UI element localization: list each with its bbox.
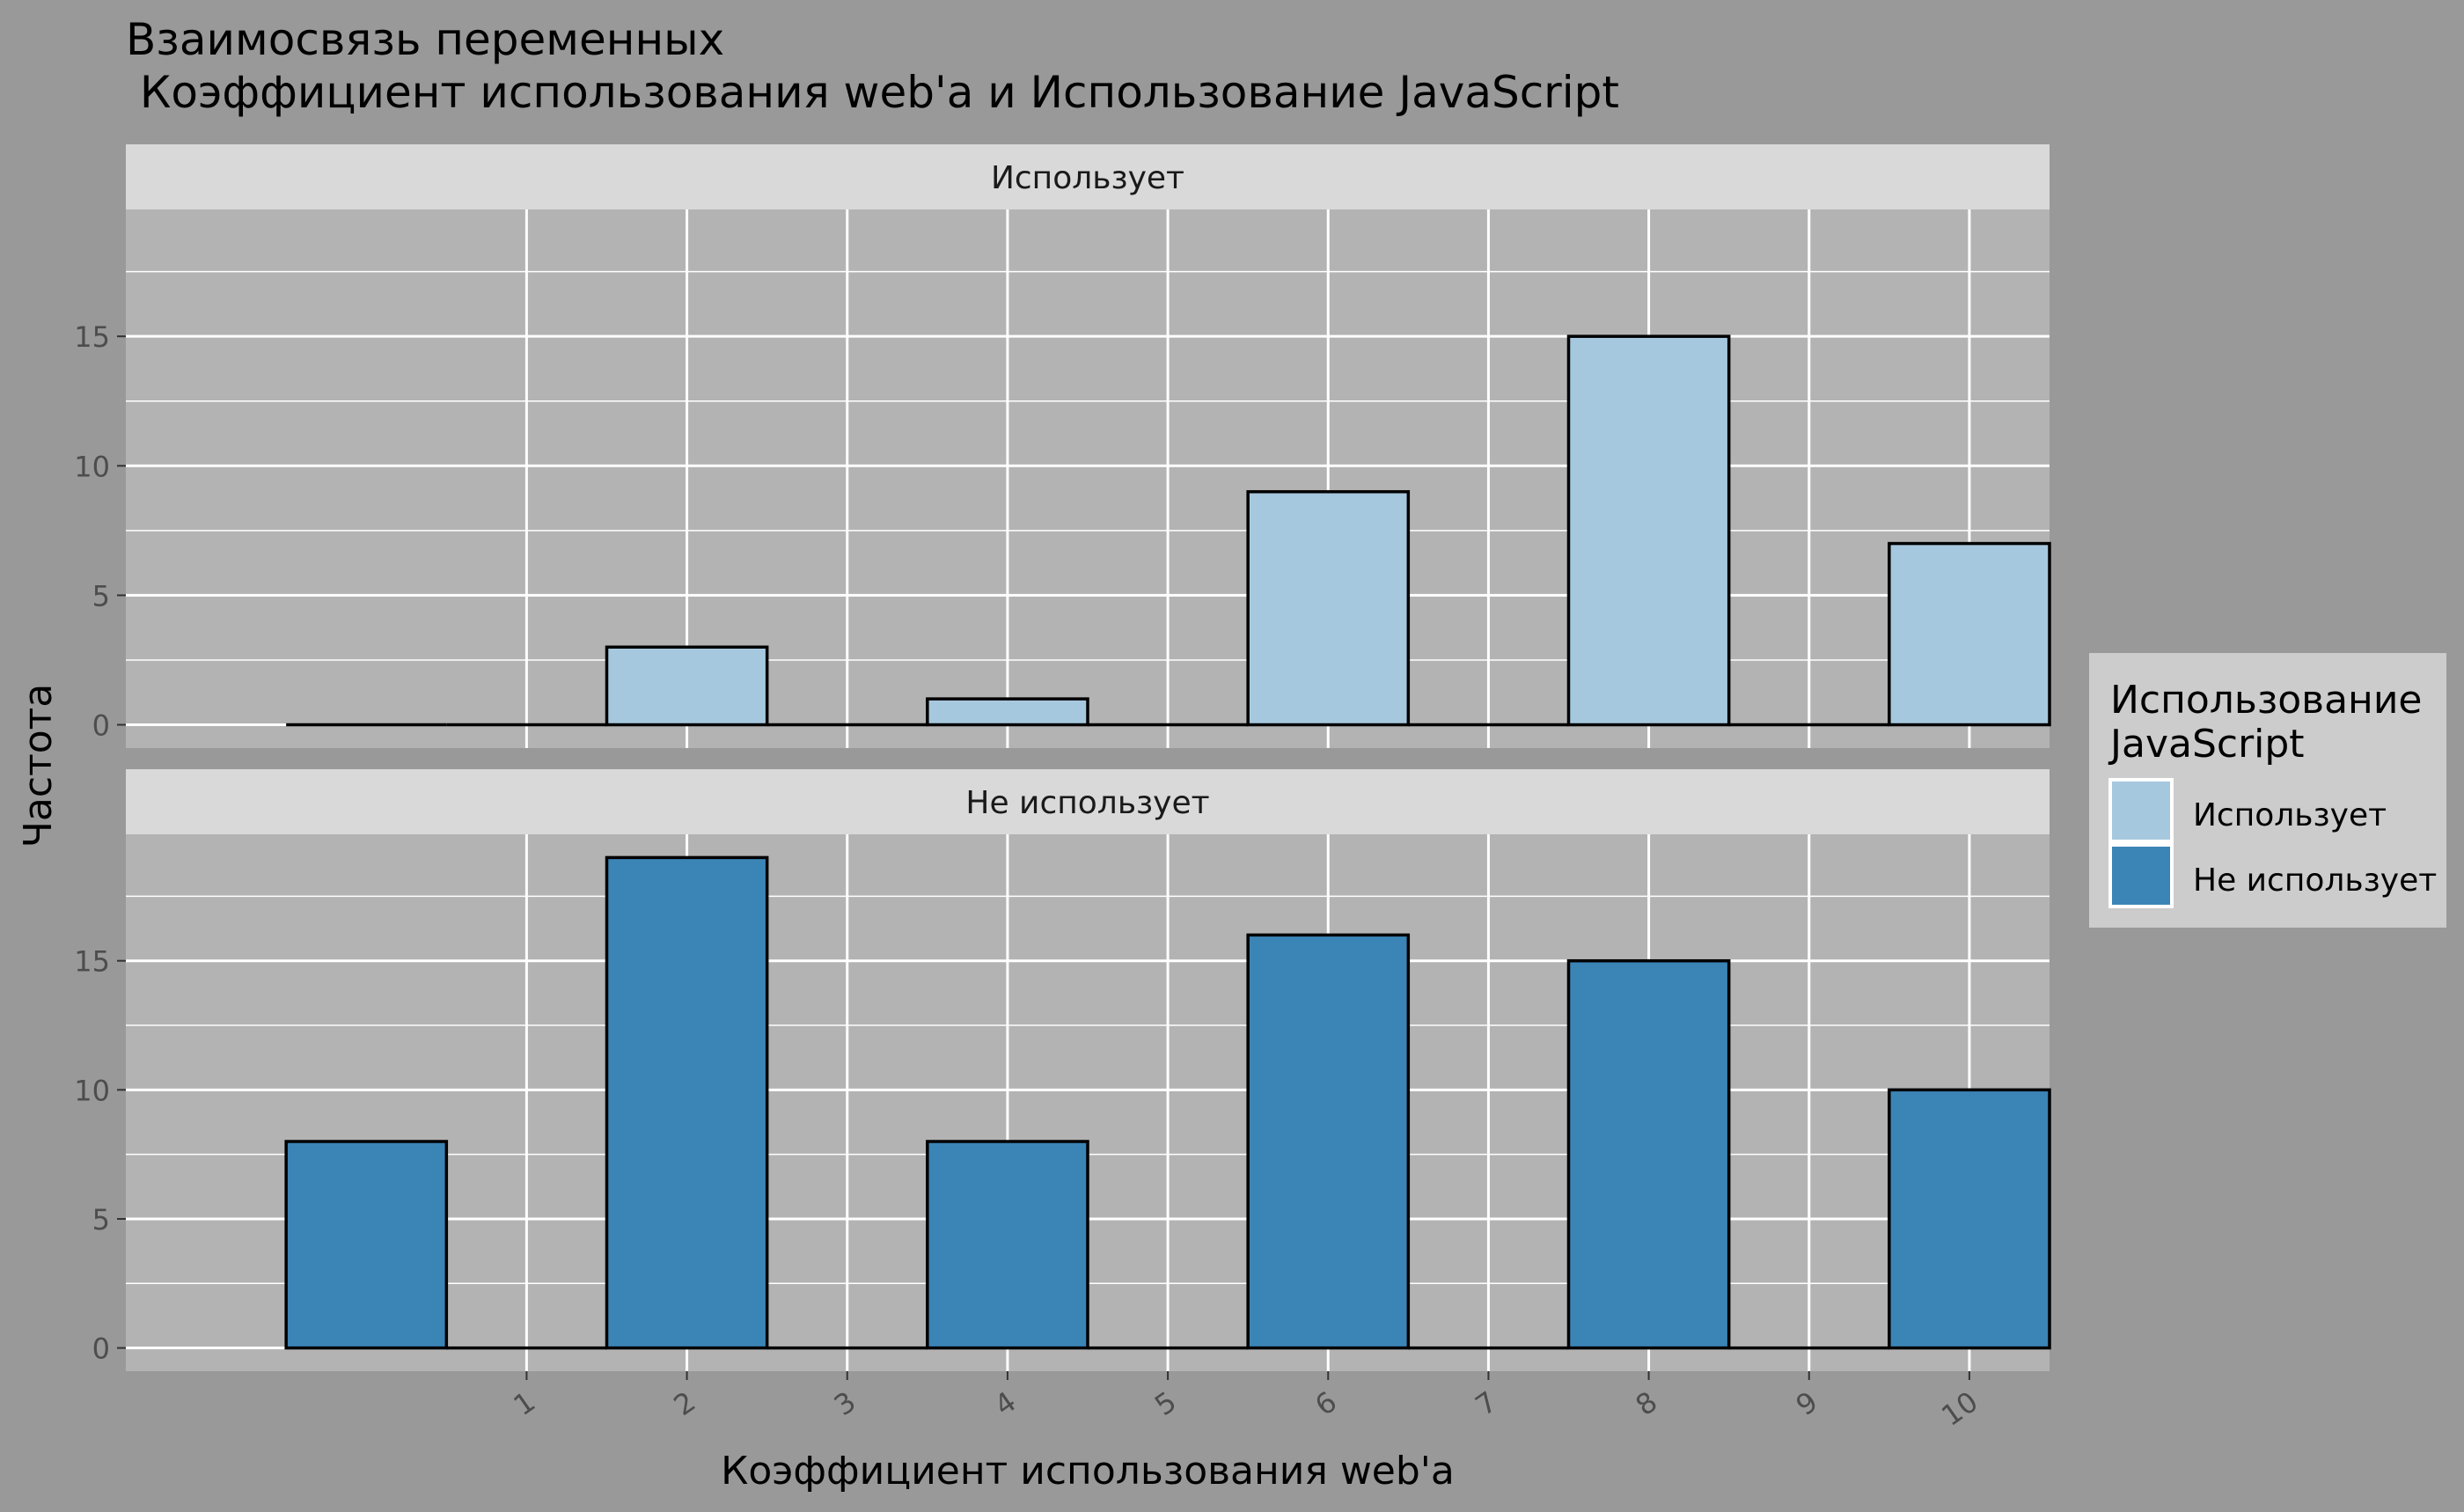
bar <box>605 645 769 727</box>
legend-title-line1: Использование <box>2110 678 2423 723</box>
bar <box>1888 1088 2051 1350</box>
x-axis-title: Коэффициент использования web'a <box>721 1449 1455 1494</box>
legend-title-line2: JavaScript <box>2108 722 2305 767</box>
legend-label-uses: Использует <box>2193 797 2387 833</box>
y-tick-label: 10 <box>74 450 110 483</box>
facet-strip-label: Не использует <box>965 785 1209 821</box>
legend-key-uses <box>2108 778 2174 843</box>
y-axis-title: Частота <box>16 684 61 848</box>
bar <box>284 1140 449 1350</box>
bar <box>926 1140 1089 1350</box>
y-tick-label: 15 <box>74 945 110 979</box>
bar <box>605 855 769 1350</box>
facet-strip <box>126 144 2050 209</box>
bar <box>1888 541 2051 727</box>
legend-label-not-uses: Не использует <box>2193 862 2437 899</box>
facet-panel: Использует 0 5 10 15 <box>74 144 2051 748</box>
chart-title-line2: Коэффициент использования web'a и Исполь… <box>126 67 1619 118</box>
legend-key-not-uses <box>2108 843 2174 908</box>
facet-panel: Не использует 0 5 10 15 <box>74 769 2051 1371</box>
y-tick-label: 0 <box>92 1332 110 1366</box>
facet-panels: Использует 0 5 10 15 Не использует 0 5 10 15 <box>74 144 2051 1371</box>
y-tick-label: 5 <box>92 1203 110 1237</box>
facet-strip-label: Использует <box>991 160 1184 196</box>
legend: Использование JavaScript Использует Не и… <box>2089 653 2446 928</box>
panel-background <box>126 209 2050 748</box>
facet-strip <box>126 769 2050 834</box>
bar <box>1566 958 1731 1350</box>
bar <box>1246 933 1411 1350</box>
y-tick-label: 0 <box>92 709 110 743</box>
bar <box>1566 334 1731 727</box>
y-tick-label: 15 <box>74 320 110 354</box>
chart-title-line1: Взаимосвязь переменных <box>126 14 724 65</box>
y-tick-label: 10 <box>74 1074 110 1107</box>
bar <box>1246 489 1411 727</box>
bar <box>926 697 1089 727</box>
y-tick-label: 5 <box>92 579 110 613</box>
